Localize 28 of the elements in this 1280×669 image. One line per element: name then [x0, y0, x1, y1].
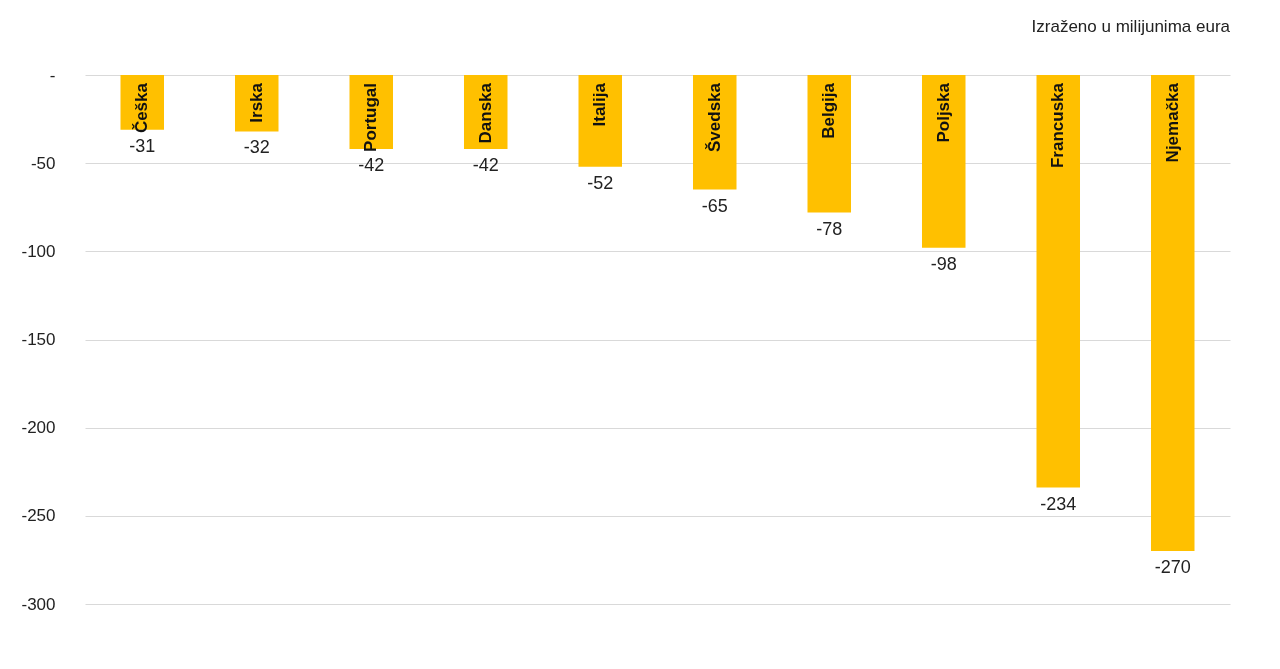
x-tick-label: Irska: [246, 82, 266, 123]
y-tick-label: -150: [21, 330, 56, 349]
data-label: -31: [129, 135, 156, 156]
x-tick-label: Portugal: [361, 83, 381, 152]
text: Izraženo u milijunima eura: [1031, 17, 1231, 36]
x-tick-label: Češka: [132, 82, 152, 134]
data-label: -270: [1154, 557, 1191, 578]
data-label: -42: [472, 155, 499, 176]
x-tick-label: Švedska: [704, 82, 724, 152]
y-tick-label: -100: [21, 241, 56, 261]
y-tick-label: -250: [21, 506, 56, 526]
x-tick-label: Francuska: [1048, 82, 1068, 169]
x-tick-label: Danska: [475, 82, 495, 144]
data-label: -52: [587, 172, 614, 193]
y-tick-label: -: [49, 65, 56, 85]
data-label: -98: [930, 253, 957, 274]
data-label: -32: [243, 137, 270, 158]
data-label: -65: [701, 195, 728, 216]
x-tick-label: Italija: [590, 82, 610, 127]
x-tick-label: Belgija: [819, 82, 839, 139]
x-tick-label: Poljska: [933, 82, 953, 143]
data-label: -78: [816, 218, 843, 239]
x-tick-label: Njemačka: [1162, 82, 1182, 163]
y-tick-label: -200: [21, 418, 56, 438]
y-tick-label: -50: [30, 153, 56, 173]
data-label: -234: [1040, 493, 1077, 514]
y-tick-label: -300: [21, 594, 56, 614]
data-label: -42: [358, 155, 385, 176]
